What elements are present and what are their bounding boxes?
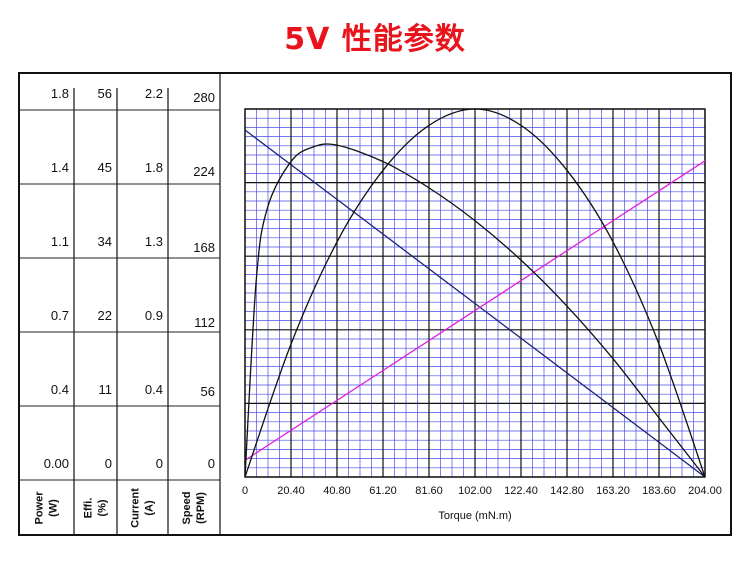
axis-1-name: Effi. <box>83 498 95 519</box>
axis-1-tick-0: 0 <box>105 456 112 471</box>
axis-table: 0.00 0.4 0.7 1.1 1.4 1.8 Power (W) 0 11 22 34 45 56 Ef… <box>19 74 221 535</box>
axis-0-tick-3: 1.1 <box>51 234 69 249</box>
axis-3-tick-0: 0 <box>208 456 215 471</box>
axis-2-tick-5: 2.2 <box>145 86 163 101</box>
axis-1-tick-3: 34 <box>98 234 112 249</box>
x-axis: 0 20.40 40.80 61.20 81.60 102.00 122.40 142.80 1… <box>242 485 722 522</box>
plot-series <box>244 108 706 478</box>
axis-3-tick-5: 280 <box>193 90 215 105</box>
x-axis-label: Torque (mN.m) <box>438 510 511 522</box>
axis-2-unit: (A) <box>144 500 156 516</box>
axis-0-unit: (W) <box>48 499 60 517</box>
x-tick-6: 122.40 <box>504 485 538 497</box>
x-tick-3: 61.20 <box>369 485 397 497</box>
speed-series <box>244 129 706 478</box>
axis-1-label: Effi. (%) <box>83 498 109 519</box>
current-series <box>244 160 706 461</box>
axis-2-tick-0: 0 <box>156 456 163 471</box>
axis-2-tick-2: 0.9 <box>145 308 163 323</box>
axis-3-name: Speed <box>181 491 193 524</box>
axis-0-name: Power <box>34 491 46 525</box>
x-tick-0: 0 <box>242 485 248 497</box>
x-tick-10: 204.00 <box>688 485 722 497</box>
axis-0-tick-0: 0.00 <box>44 456 69 471</box>
x-tick-1: 20.40 <box>277 485 305 497</box>
axis-2-tick-1: 0.4 <box>145 382 163 397</box>
x-tick-8: 163.20 <box>596 485 630 497</box>
axis-2-tick-4: 1.8 <box>145 160 163 175</box>
axis-2-tick-3: 1.3 <box>145 234 163 249</box>
axis-3-unit: (RPM) <box>195 492 207 524</box>
axis-1-tick-4: 45 <box>98 160 112 175</box>
axis-0-tick-2: 0.7 <box>51 308 69 323</box>
x-tick-7: 142.80 <box>550 485 584 497</box>
axis-2-name: Current <box>130 488 142 528</box>
x-tick-4: 81.60 <box>415 485 443 497</box>
axis-3-tick-4: 224 <box>193 164 215 179</box>
x-tick-2: 40.80 <box>323 485 351 497</box>
axis-1-tick-1: 11 <box>99 382 113 397</box>
axis-3-label: Speed (RPM) <box>181 491 207 524</box>
axis-2-label: Current (A) <box>130 488 156 528</box>
axis-3-tick-3: 168 <box>193 240 215 255</box>
chart-frame <box>18 72 732 536</box>
x-tick-5: 102.00 <box>458 485 492 497</box>
axis-0-label: Power (W) <box>34 491 60 525</box>
axis-1-tick-5: 56 <box>98 86 112 101</box>
efficiency-series <box>244 143 706 478</box>
axis-0-tick-5: 1.8 <box>51 86 69 101</box>
axis-1-unit: (%) <box>97 499 109 516</box>
plot-grid <box>244 108 706 478</box>
chart-title: 5V 性能参数 <box>284 22 466 57</box>
axis-0-tick-1: 0.4 <box>51 382 69 397</box>
axis-3-tick-1: 56 <box>201 384 215 399</box>
axis-3-tick-2: 112 <box>194 315 215 330</box>
power-series <box>244 108 706 478</box>
x-tick-9: 183.60 <box>642 485 676 497</box>
axis-1-tick-2: 22 <box>98 308 112 323</box>
axis-0-tick-4: 1.4 <box>51 160 69 175</box>
